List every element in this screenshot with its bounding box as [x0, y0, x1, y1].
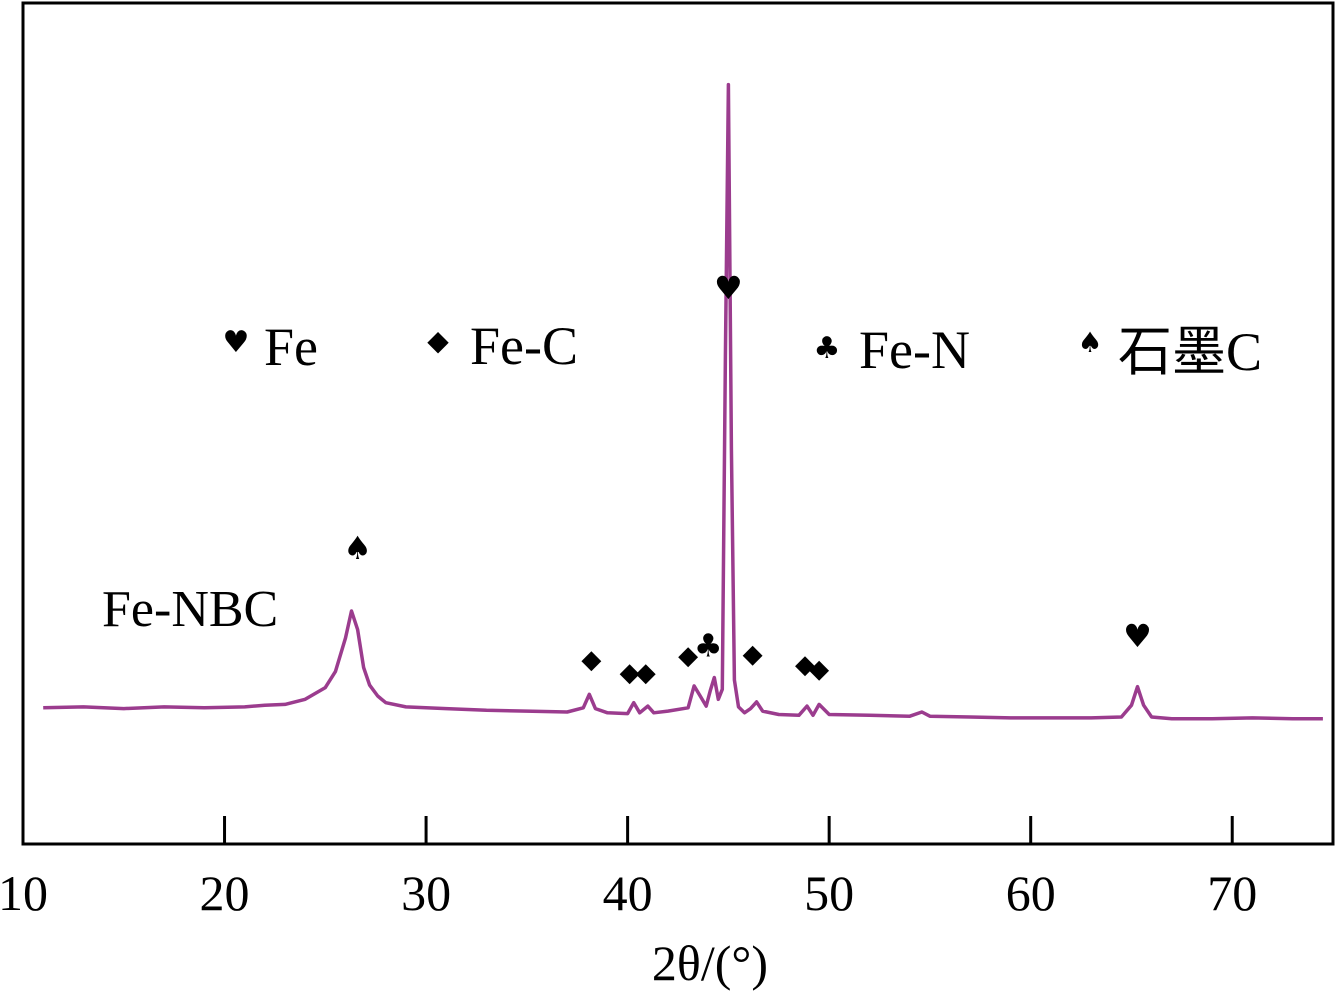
legend-label-graphite-c: 石墨C — [1118, 322, 1262, 382]
legend-club-icon: ♣ — [814, 331, 841, 366]
peak-marker-heart-icon-10: ♥ — [1123, 617, 1152, 655]
peak-marker-diamond-icon-3: ◆ — [636, 658, 656, 688]
peak-marker-diamond-icon-1: ◆ — [581, 645, 601, 675]
x-tick-label-10: 10 — [0, 865, 48, 921]
peak-marker-diamond-icon-8: ◆ — [809, 654, 829, 684]
x-tick-label-70: 70 — [1207, 865, 1257, 921]
x-axis-tick-labels: 10 20 30 40 50 60 70 — [0, 865, 1257, 921]
legend-heart-icon: ♥ — [223, 325, 250, 360]
legend-diamond-icon: ◆ — [427, 324, 449, 357]
peak-marker-diamond-icon-7: ◆ — [795, 650, 815, 680]
peak-marker-diamond-icon-2: ◆ — [620, 658, 640, 688]
x-tick-label-50: 50 — [804, 865, 854, 921]
x-tick-label-30: 30 — [401, 865, 451, 921]
plot-frame — [21, 1, 1335, 846]
x-axis-label: 2θ/(°) — [652, 935, 768, 991]
x-tick-label-60: 60 — [1006, 865, 1056, 921]
series-line-fe-nbc — [43, 82, 1323, 721]
peak-markers: ♠◆ ◆◆◆♣ ◆ ◆◆♥♥ — [343, 269, 1152, 688]
peak-marker-diamond-icon-6: ◆ — [743, 639, 763, 669]
legend-spade-icon: ♠ — [1077, 326, 1102, 359]
peak-marker-spade-icon-0: ♠ — [343, 529, 372, 567]
series-label-fe-nbc: Fe-NBC — [102, 581, 278, 638]
legend: ♥ Fe ◆ Fe-C ♣ Fe-N ♠ 石墨C — [223, 316, 1262, 382]
legend-label-fe-n: Fe-N — [859, 320, 970, 380]
legend-label-fe: Fe — [264, 317, 318, 377]
x-tick-label-20: 20 — [200, 865, 250, 921]
peak-marker-heart-icon-9: ♥ — [714, 269, 743, 307]
peak-marker-club-icon-5: ♣ — [694, 626, 723, 664]
peak-marker-diamond-icon-4: ◆ — [678, 641, 698, 671]
x-tick-label-40: 40 — [603, 865, 653, 921]
legend-label-fe-c: Fe-C — [470, 316, 578, 376]
x-axis-ticks — [21, 816, 1234, 844]
